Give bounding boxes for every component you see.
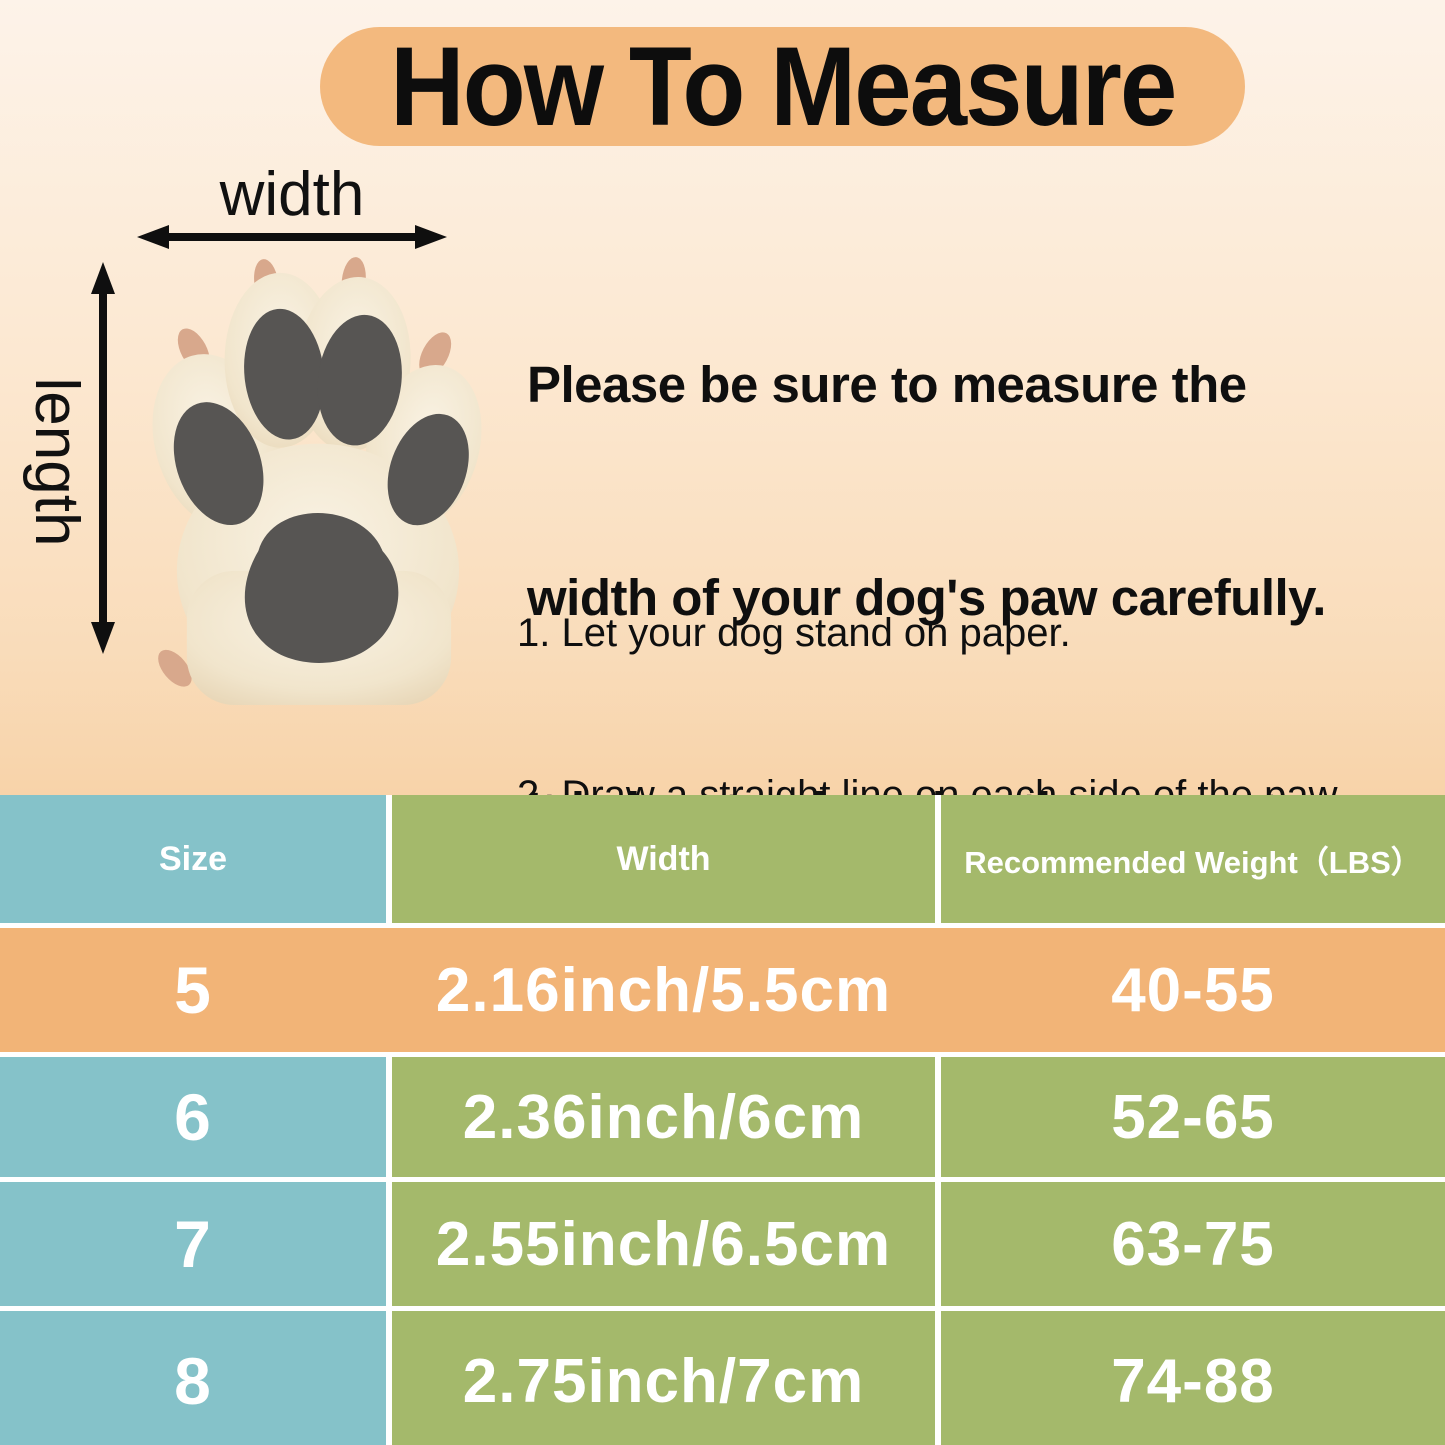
intro-line: width of your dog's paw carefully.: [527, 569, 1326, 626]
weight-value: 74-88: [941, 1311, 1445, 1445]
weight-value: 52-65: [941, 1057, 1445, 1177]
length-axis-label: length: [22, 377, 92, 547]
header-weight: Recommended Weight（LBS）: [941, 795, 1445, 923]
length-arrow-icon: [91, 262, 115, 654]
size-value: 5: [174, 953, 212, 1027]
dog-paw-image: [152, 257, 482, 705]
page-title: How To Measure: [389, 24, 1177, 149]
width-value: 2.55inch/6.5cm: [392, 1182, 935, 1306]
step-line: 1. Let your dog stand on paper.: [517, 611, 1071, 655]
table-row-size-8: 8 2.75inch/7cm 74-88: [0, 1311, 1445, 1445]
width-value: 2.75inch/7cm: [392, 1311, 935, 1445]
table-row-size-7: 7 2.55inch/6.5cm 63-75: [0, 1182, 1445, 1306]
width-arrow-icon: [137, 225, 447, 249]
header-size: Size: [0, 795, 386, 923]
width-value: 2.16inch/5.5cm: [435, 955, 892, 1025]
width-axis-label: width: [219, 160, 365, 229]
title-banner: How To Measure: [320, 24, 1245, 149]
size-value: 6: [0, 1057, 386, 1177]
paw-pads: [173, 308, 469, 663]
table-row-size-5: 5 2.16inch/5.5cm 40-55: [0, 928, 1445, 1052]
weight-value: 63-75: [941, 1182, 1445, 1306]
intro-line: Please be sure to measure the: [527, 356, 1247, 413]
size-value: 7: [0, 1182, 386, 1306]
weight-value: 40-55: [1111, 955, 1275, 1025]
size-value: 8: [0, 1311, 386, 1445]
table-header-row: Size Width Recommended Weight（LBS）: [0, 795, 1445, 923]
size-chart-table: Size Width Recommended Weight（LBS） 5 2.1…: [0, 795, 1445, 1445]
table-row-size-6: 6 2.36inch/6cm 52-65: [0, 1057, 1445, 1177]
header-width: Width: [392, 795, 935, 923]
width-value: 2.36inch/6cm: [392, 1057, 935, 1177]
